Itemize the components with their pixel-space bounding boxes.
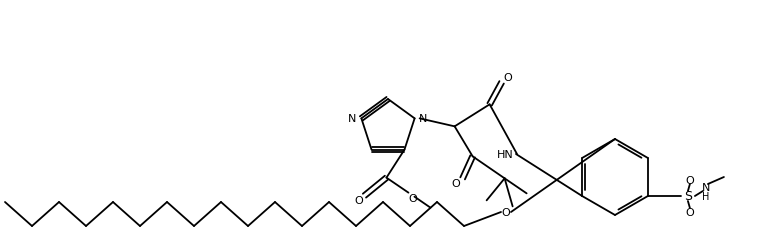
Text: O: O (501, 207, 511, 217)
Text: O: O (408, 193, 417, 203)
Text: H: H (702, 191, 710, 201)
Text: HN: HN (497, 149, 514, 159)
Text: O: O (354, 195, 363, 205)
Text: S: S (684, 190, 692, 203)
Text: N: N (702, 182, 710, 192)
Text: O: O (685, 175, 694, 185)
Text: N: N (348, 114, 356, 124)
Text: O: O (503, 73, 512, 83)
Text: O: O (451, 179, 460, 188)
Text: O: O (685, 207, 694, 217)
Text: N: N (418, 114, 427, 124)
